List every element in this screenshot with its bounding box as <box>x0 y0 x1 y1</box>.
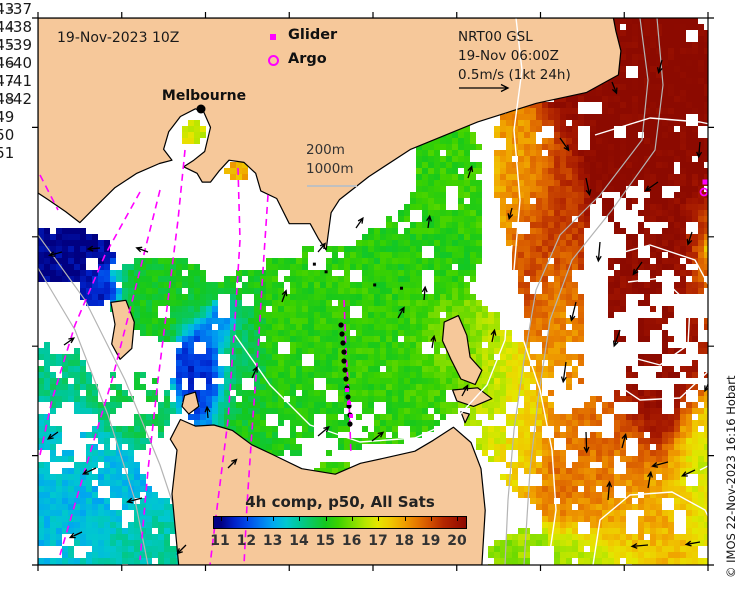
land-king-island <box>110 299 135 360</box>
axes-frame <box>32 12 714 571</box>
glider-tracks <box>39 149 352 565</box>
ssh-streamlines <box>234 18 708 565</box>
land-clarke <box>460 411 470 424</box>
land-flinders <box>441 315 483 386</box>
land-cape-barren <box>452 387 493 407</box>
glider-position-dots <box>338 179 709 427</box>
current-vector-arrows <box>46 59 708 555</box>
land-victoria <box>38 18 622 251</box>
city-dot-melbourne <box>196 104 206 114</box>
land-hunter <box>181 391 200 415</box>
